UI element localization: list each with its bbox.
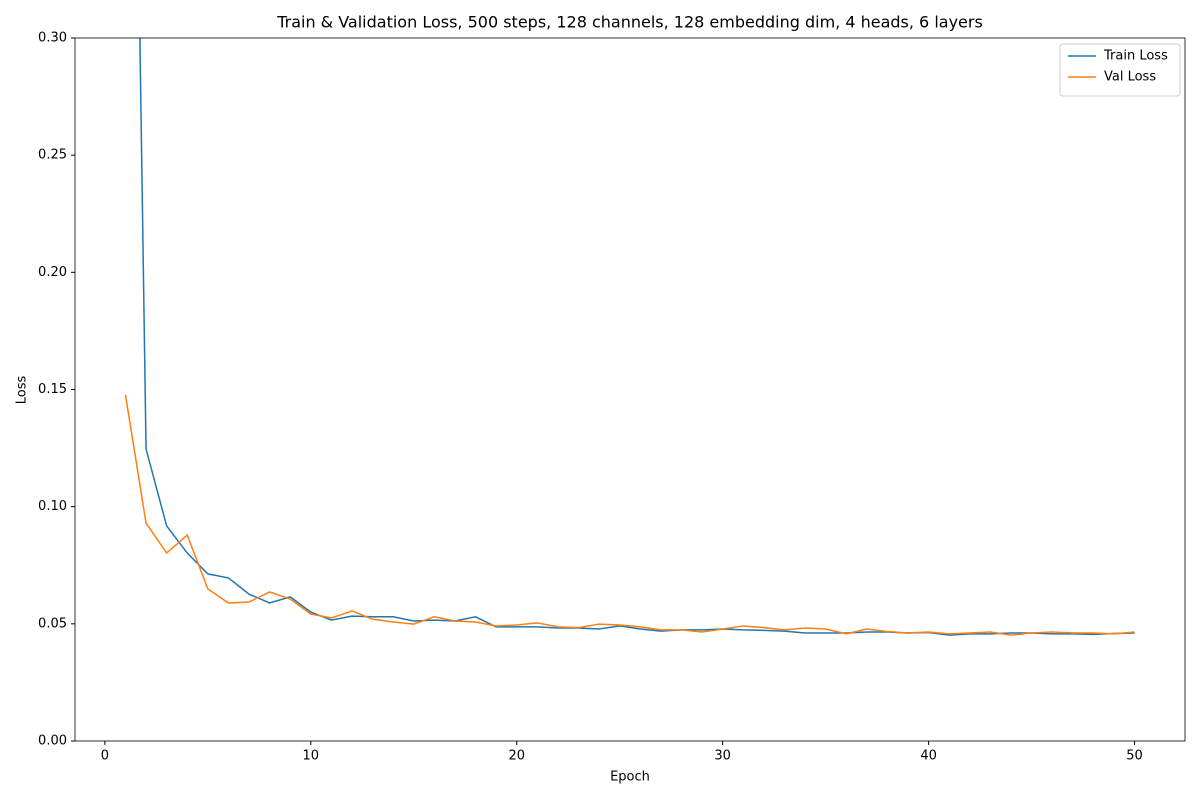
- y-tick-label: 0.10: [38, 499, 67, 514]
- x-tick-label: 10: [303, 749, 320, 764]
- y-tick-label: 0.15: [38, 382, 67, 397]
- plot-area: [124, 38, 1135, 636]
- x-tick-label: 0: [101, 749, 109, 764]
- chart-title: Train & Validation Loss, 500 steps, 128 …: [276, 13, 983, 32]
- x-tick-label: 50: [1126, 749, 1143, 764]
- x-axis-title: Epoch: [610, 770, 650, 785]
- y-tick-label: 0.25: [38, 148, 67, 163]
- y-tick-label: 0.00: [38, 734, 67, 749]
- y-axis-title: Loss: [15, 376, 30, 405]
- data-line: [124, 394, 1135, 636]
- plot-frame: [74, 37, 1186, 742]
- legend-label: Train Loss: [1103, 49, 1168, 64]
- data-line: [139, 38, 1135, 636]
- x-tick-label: 40: [920, 749, 937, 764]
- legend-label: Val Loss: [1104, 70, 1156, 85]
- y-tick-label: 0.05: [38, 616, 67, 631]
- x-tick-label: 30: [714, 749, 731, 764]
- y-tick-label: 0.20: [38, 265, 67, 280]
- x-tick-label: 20: [508, 749, 525, 764]
- y-tick-label: 0.30: [38, 31, 67, 46]
- legend-box: [1059, 43, 1181, 97]
